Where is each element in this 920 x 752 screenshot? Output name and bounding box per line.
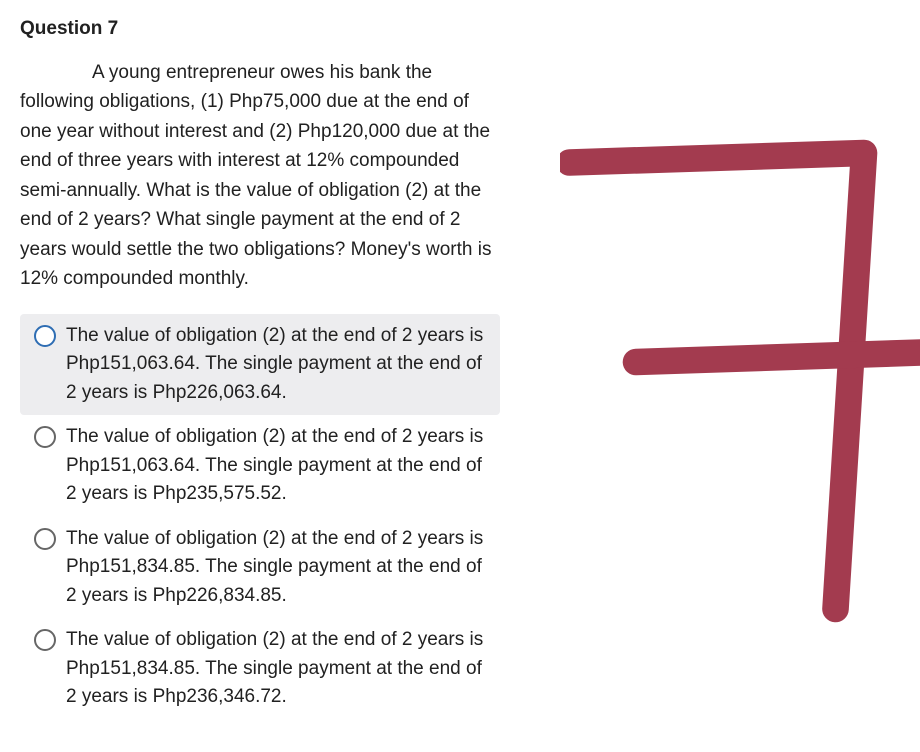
question-block: Question 7 A young entrepreneur owes his…	[0, 0, 520, 720]
radio-icon[interactable]	[34, 629, 56, 651]
radio-icon[interactable]	[34, 426, 56, 448]
question-body: A young entrepreneur owes his bank the f…	[20, 58, 500, 294]
option-text: The value of obligation (2) at the end o…	[66, 626, 490, 712]
option-4[interactable]: The value of obligation (2) at the end o…	[20, 618, 500, 720]
question-title: Question 7	[20, 18, 500, 40]
scribble-path-2	[636, 353, 920, 363]
option-1[interactable]: The value of obligation (2) at the end o…	[20, 314, 500, 416]
radio-icon[interactable]	[34, 528, 56, 550]
option-text: The value of obligation (2) at the end o…	[66, 525, 490, 611]
option-2[interactable]: The value of obligation (2) at the end o…	[20, 415, 500, 517]
scribble-path-1	[570, 153, 865, 609]
option-3[interactable]: The value of obligation (2) at the end o…	[20, 517, 500, 619]
scribble-strokes	[570, 153, 920, 609]
radio-icon[interactable]	[34, 325, 56, 347]
option-text: The value of obligation (2) at the end o…	[66, 423, 490, 509]
hand-drawn-annotation	[560, 130, 920, 670]
option-text: The value of obligation (2) at the end o…	[66, 322, 490, 408]
options-list: The value of obligation (2) at the end o…	[20, 314, 500, 720]
